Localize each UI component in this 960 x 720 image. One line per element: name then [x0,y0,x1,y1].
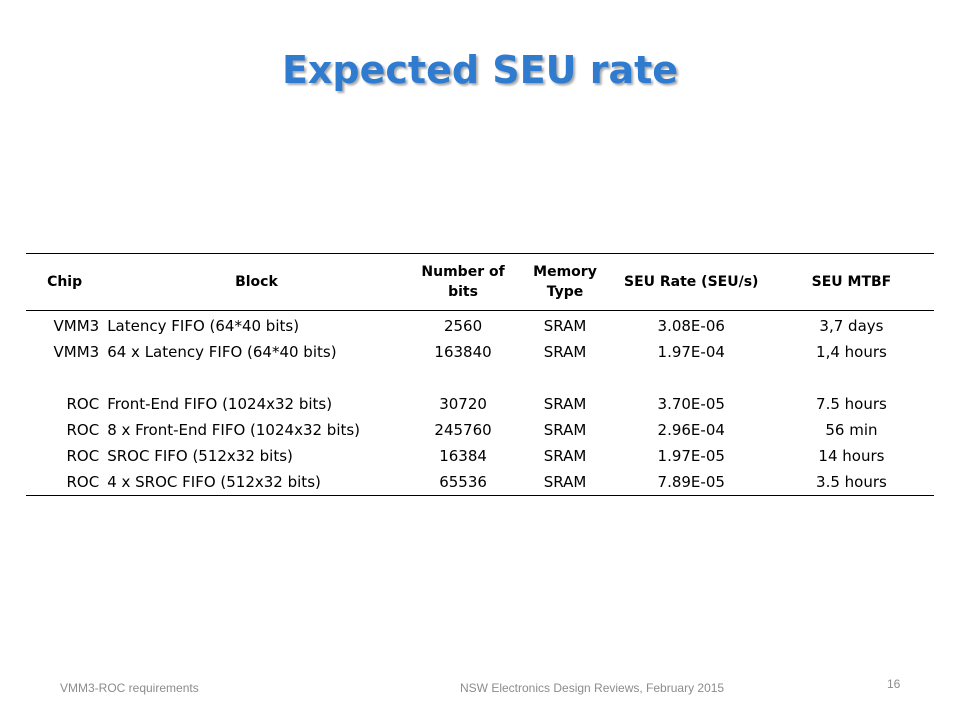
slide-title: Expected SEU rate [281,48,679,92]
cell-chip: ROC [66,395,100,413]
cell-chip: ROC [66,447,100,465]
cell-memory-type: SRAM [543,343,587,361]
cell-chip: ROC [26,469,104,496]
table-row: ROC 4 x SROC FIFO (512x32 bits) 65536 SR… [26,469,934,496]
header-seu-rate: SEU Rate (SEU/s) [613,253,769,311]
cell-seu-mtbf: 56 min [825,421,878,439]
cell-bits: 65536 [409,469,517,496]
footer-event-name: NSW Electronics Design Reviews, February… [460,681,725,695]
header-seu-mtbf: SEU MTBF [768,253,934,311]
cell-block: 4 x SROC FIFO (512x32 bits) [103,469,410,496]
seu-rate-table: Chip Block Number of bits Memory Type SE… [26,253,934,496]
cell-memory-type: SRAM [543,317,587,335]
cell-block: 64 x Latency FIFO (64*40 bits) [107,343,337,361]
table-row: ROC Front-End FIFO (1024x32 bits) 30720 … [26,391,934,417]
cell-bits: 245760 [434,421,492,439]
cell-seu-mtbf: 3.5 hours [768,469,934,496]
header-block: Block [103,253,410,311]
cell-seu-mtbf: 14 hours [818,447,885,465]
cell-seu-mtbf: 3,7 days [819,317,884,335]
cell-bits: 163840 [434,343,492,361]
cell-seu-rate: 3.08E-06 [657,317,725,335]
table-row: ROC 8 x Front-End FIFO (1024x32 bits) 24… [26,417,934,443]
spacer-cell [26,365,934,391]
cell-block: 8 x Front-End FIFO (1024x32 bits) [107,421,361,439]
cell-memory-type: SRAM [543,421,587,439]
footer-presentation-name: VMM3-ROC requirements [60,681,199,695]
cell-chip: VMM3 [53,317,100,335]
cell-seu-mtbf: 1,4 hours [816,343,887,361]
cell-seu-rate: 1.97E-05 [657,447,725,465]
cell-block: SROC FIFO (512x32 bits) [107,447,293,465]
table-row: VMM3 Latency FIFO (64*40 bits) 2560 SRAM… [26,311,934,340]
header-chip: Chip [26,253,104,311]
cell-bits: 30720 [439,395,487,413]
cell-block: Latency FIFO (64*40 bits) [107,317,300,335]
cell-chip: VMM3 [53,343,100,361]
cell-bits: 2560 [443,317,483,335]
header-memory-type: Memory Type [516,253,614,311]
cell-seu-rate: 2.96E-04 [657,421,725,439]
table-spacer-row [26,365,934,391]
cell-seu-rate: 3.70E-05 [657,395,725,413]
table-row: VMM3 64 x Latency FIFO (64*40 bits) 1638… [26,339,934,365]
cell-chip: ROC [66,421,100,439]
cell-block: Front-End FIFO (1024x32 bits) [107,395,333,413]
cell-memory-type: SRAM [543,395,587,413]
table-header-row: Chip Block Number of bits Memory Type SE… [26,253,934,311]
cell-seu-mtbf: 7.5 hours [816,395,887,413]
cell-memory-type: SRAM [543,447,587,465]
table-row: ROC SROC FIFO (512x32 bits) 16384 SRAM 1… [26,443,934,469]
cell-bits: 16384 [439,447,487,465]
page-number: 16 [887,677,901,691]
header-number-of-bits: Number of bits [409,253,517,311]
cell-seu-rate: 1.97E-04 [657,343,725,361]
cell-seu-rate: 7.89E-05 [613,469,769,496]
cell-memory-type: SRAM [516,469,614,496]
